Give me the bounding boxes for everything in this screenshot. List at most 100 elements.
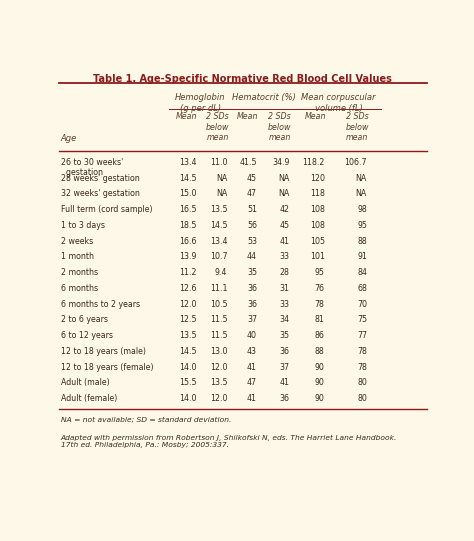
Text: NA: NA [356, 174, 367, 182]
Text: 43: 43 [247, 347, 257, 356]
Text: 36: 36 [279, 347, 290, 356]
Text: 101: 101 [310, 252, 325, 261]
Text: 45: 45 [279, 221, 290, 230]
Text: 42: 42 [279, 205, 290, 214]
Text: 76: 76 [315, 284, 325, 293]
Text: 108: 108 [310, 205, 325, 214]
Text: 106.7: 106.7 [345, 158, 367, 167]
Text: 6 months: 6 months [61, 284, 98, 293]
Text: 44: 44 [247, 252, 257, 261]
Text: 12.6: 12.6 [179, 284, 196, 293]
Text: 45: 45 [247, 174, 257, 182]
Text: 16.5: 16.5 [179, 205, 196, 214]
Text: 15.0: 15.0 [179, 189, 196, 199]
Text: 18.5: 18.5 [179, 221, 196, 230]
Text: 51: 51 [247, 205, 257, 214]
Text: 78: 78 [357, 362, 367, 372]
Text: 86: 86 [315, 331, 325, 340]
Text: NA: NA [216, 189, 228, 199]
Text: 11.1: 11.1 [210, 284, 228, 293]
Text: 36: 36 [279, 394, 290, 403]
Text: 41: 41 [247, 394, 257, 403]
Text: 10.7: 10.7 [210, 252, 228, 261]
Text: 6 to 12 years: 6 to 12 years [61, 331, 113, 340]
Text: 37: 37 [279, 362, 290, 372]
Text: 12.0: 12.0 [210, 394, 228, 403]
Text: 108: 108 [310, 221, 325, 230]
Text: 2 months: 2 months [61, 268, 98, 277]
Text: 14.5: 14.5 [179, 174, 196, 182]
Text: 98: 98 [357, 205, 367, 214]
Text: 1 to 3 days: 1 to 3 days [61, 221, 105, 230]
Text: 32 weeks' gestation: 32 weeks' gestation [61, 189, 140, 199]
Text: 77: 77 [357, 331, 367, 340]
Text: 84: 84 [357, 268, 367, 277]
Text: 11.5: 11.5 [210, 315, 228, 324]
Text: 118.2: 118.2 [302, 158, 325, 167]
Text: 41: 41 [279, 378, 290, 387]
Text: 41: 41 [247, 362, 257, 372]
Text: 12 to 18 years (male): 12 to 18 years (male) [61, 347, 146, 356]
Text: 13.5: 13.5 [210, 205, 228, 214]
Text: Full term (cord sample): Full term (cord sample) [61, 205, 152, 214]
Text: 120: 120 [310, 174, 325, 182]
Text: 37: 37 [247, 315, 257, 324]
Text: 35: 35 [247, 268, 257, 277]
Text: 26 to 30 weeks'
  gestation: 26 to 30 weeks' gestation [61, 158, 123, 177]
Text: 28 weeks' gestation: 28 weeks' gestation [61, 174, 139, 182]
Text: 12.5: 12.5 [179, 315, 196, 324]
Text: 33: 33 [279, 252, 290, 261]
Text: 15.5: 15.5 [179, 378, 196, 387]
Text: 36: 36 [247, 284, 257, 293]
Text: 81: 81 [315, 315, 325, 324]
Text: 9.4: 9.4 [215, 268, 228, 277]
Text: NA = not available; SD = standard deviation.: NA = not available; SD = standard deviat… [61, 417, 231, 423]
Text: 13.4: 13.4 [179, 158, 196, 167]
Text: 90: 90 [315, 362, 325, 372]
Text: 78: 78 [315, 300, 325, 308]
Text: 10.5: 10.5 [210, 300, 228, 308]
Text: 88: 88 [357, 236, 367, 246]
Text: Hematocrit (%): Hematocrit (%) [232, 93, 296, 102]
Text: 40: 40 [247, 331, 257, 340]
Text: Mean: Mean [176, 113, 198, 121]
Text: 1 month: 1 month [61, 252, 94, 261]
Text: 88: 88 [315, 347, 325, 356]
Text: 13.4: 13.4 [210, 236, 228, 246]
Text: Table 1. Age-Specific Normative Red Blood Cell Values: Table 1. Age-Specific Normative Red Bloo… [93, 74, 392, 84]
Text: 47: 47 [247, 189, 257, 199]
Text: NA: NA [278, 174, 290, 182]
Text: 14.5: 14.5 [210, 221, 228, 230]
Text: 2 SDs
below
mean: 2 SDs below mean [206, 113, 229, 142]
Text: 41: 41 [279, 236, 290, 246]
Text: 13.0: 13.0 [210, 347, 228, 356]
Text: 118: 118 [310, 189, 325, 199]
Text: Mean: Mean [237, 113, 258, 121]
Text: 6 months to 2 years: 6 months to 2 years [61, 300, 140, 308]
Text: 12 to 18 years (female): 12 to 18 years (female) [61, 362, 153, 372]
Text: NA: NA [356, 189, 367, 199]
Text: 28: 28 [280, 268, 290, 277]
Text: 14.0: 14.0 [179, 394, 196, 403]
Text: 14.5: 14.5 [179, 347, 196, 356]
Text: 91: 91 [357, 252, 367, 261]
Text: 70: 70 [357, 300, 367, 308]
Text: 11.2: 11.2 [179, 268, 196, 277]
Text: 31: 31 [279, 284, 290, 293]
Text: 11.0: 11.0 [210, 158, 228, 167]
Text: 35: 35 [279, 331, 290, 340]
Text: 95: 95 [357, 221, 367, 230]
Text: 11.5: 11.5 [210, 331, 228, 340]
Text: 13.9: 13.9 [179, 252, 196, 261]
Text: 34: 34 [279, 315, 290, 324]
Text: Adult (female): Adult (female) [61, 394, 117, 403]
Text: 2 weeks: 2 weeks [61, 236, 93, 246]
Text: 34.9: 34.9 [272, 158, 290, 167]
Text: 90: 90 [315, 378, 325, 387]
Text: 80: 80 [357, 378, 367, 387]
Text: Hemoglobin
(g per dL): Hemoglobin (g per dL) [175, 93, 226, 113]
Text: NA: NA [216, 174, 228, 182]
Text: 36: 36 [247, 300, 257, 308]
Text: 75: 75 [357, 315, 367, 324]
Text: 12.0: 12.0 [210, 362, 228, 372]
